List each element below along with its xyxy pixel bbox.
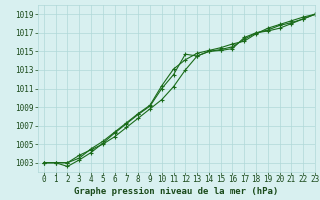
- X-axis label: Graphe pression niveau de la mer (hPa): Graphe pression niveau de la mer (hPa): [74, 187, 279, 196]
